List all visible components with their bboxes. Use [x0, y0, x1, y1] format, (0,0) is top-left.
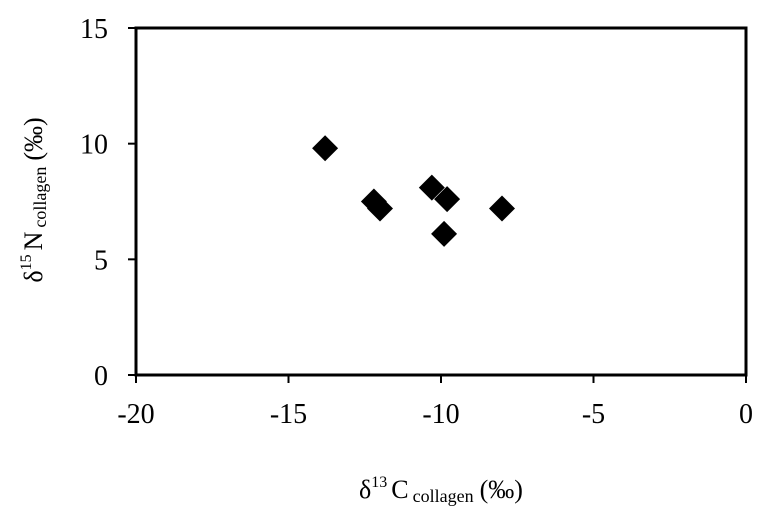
- x-tick-label: -5: [582, 399, 605, 430]
- y-tick-label: 0: [94, 361, 108, 392]
- y-tick-label: 10: [80, 130, 108, 161]
- x-tick-label: -20: [117, 399, 154, 430]
- data-point-diamond: [312, 135, 339, 162]
- x-tick-label: 0: [739, 399, 753, 430]
- y-tick-label: 5: [94, 245, 108, 276]
- y-axis-title: δ15Ncollagen(‰): [18, 117, 50, 282]
- data-points: [312, 135, 515, 247]
- data-point-diamond: [431, 220, 458, 247]
- x-tick-label: -15: [270, 399, 307, 430]
- data-point-diamond: [418, 174, 445, 201]
- data-point-diamond: [434, 186, 461, 213]
- x-tick-label: -10: [422, 399, 459, 430]
- data-point-diamond: [367, 195, 393, 222]
- data-point-diamond: [489, 195, 515, 222]
- y-tick-label: 15: [80, 14, 108, 45]
- tick-layer: -20 -15 -10 -5 0 0 5 10 15: [80, 14, 753, 430]
